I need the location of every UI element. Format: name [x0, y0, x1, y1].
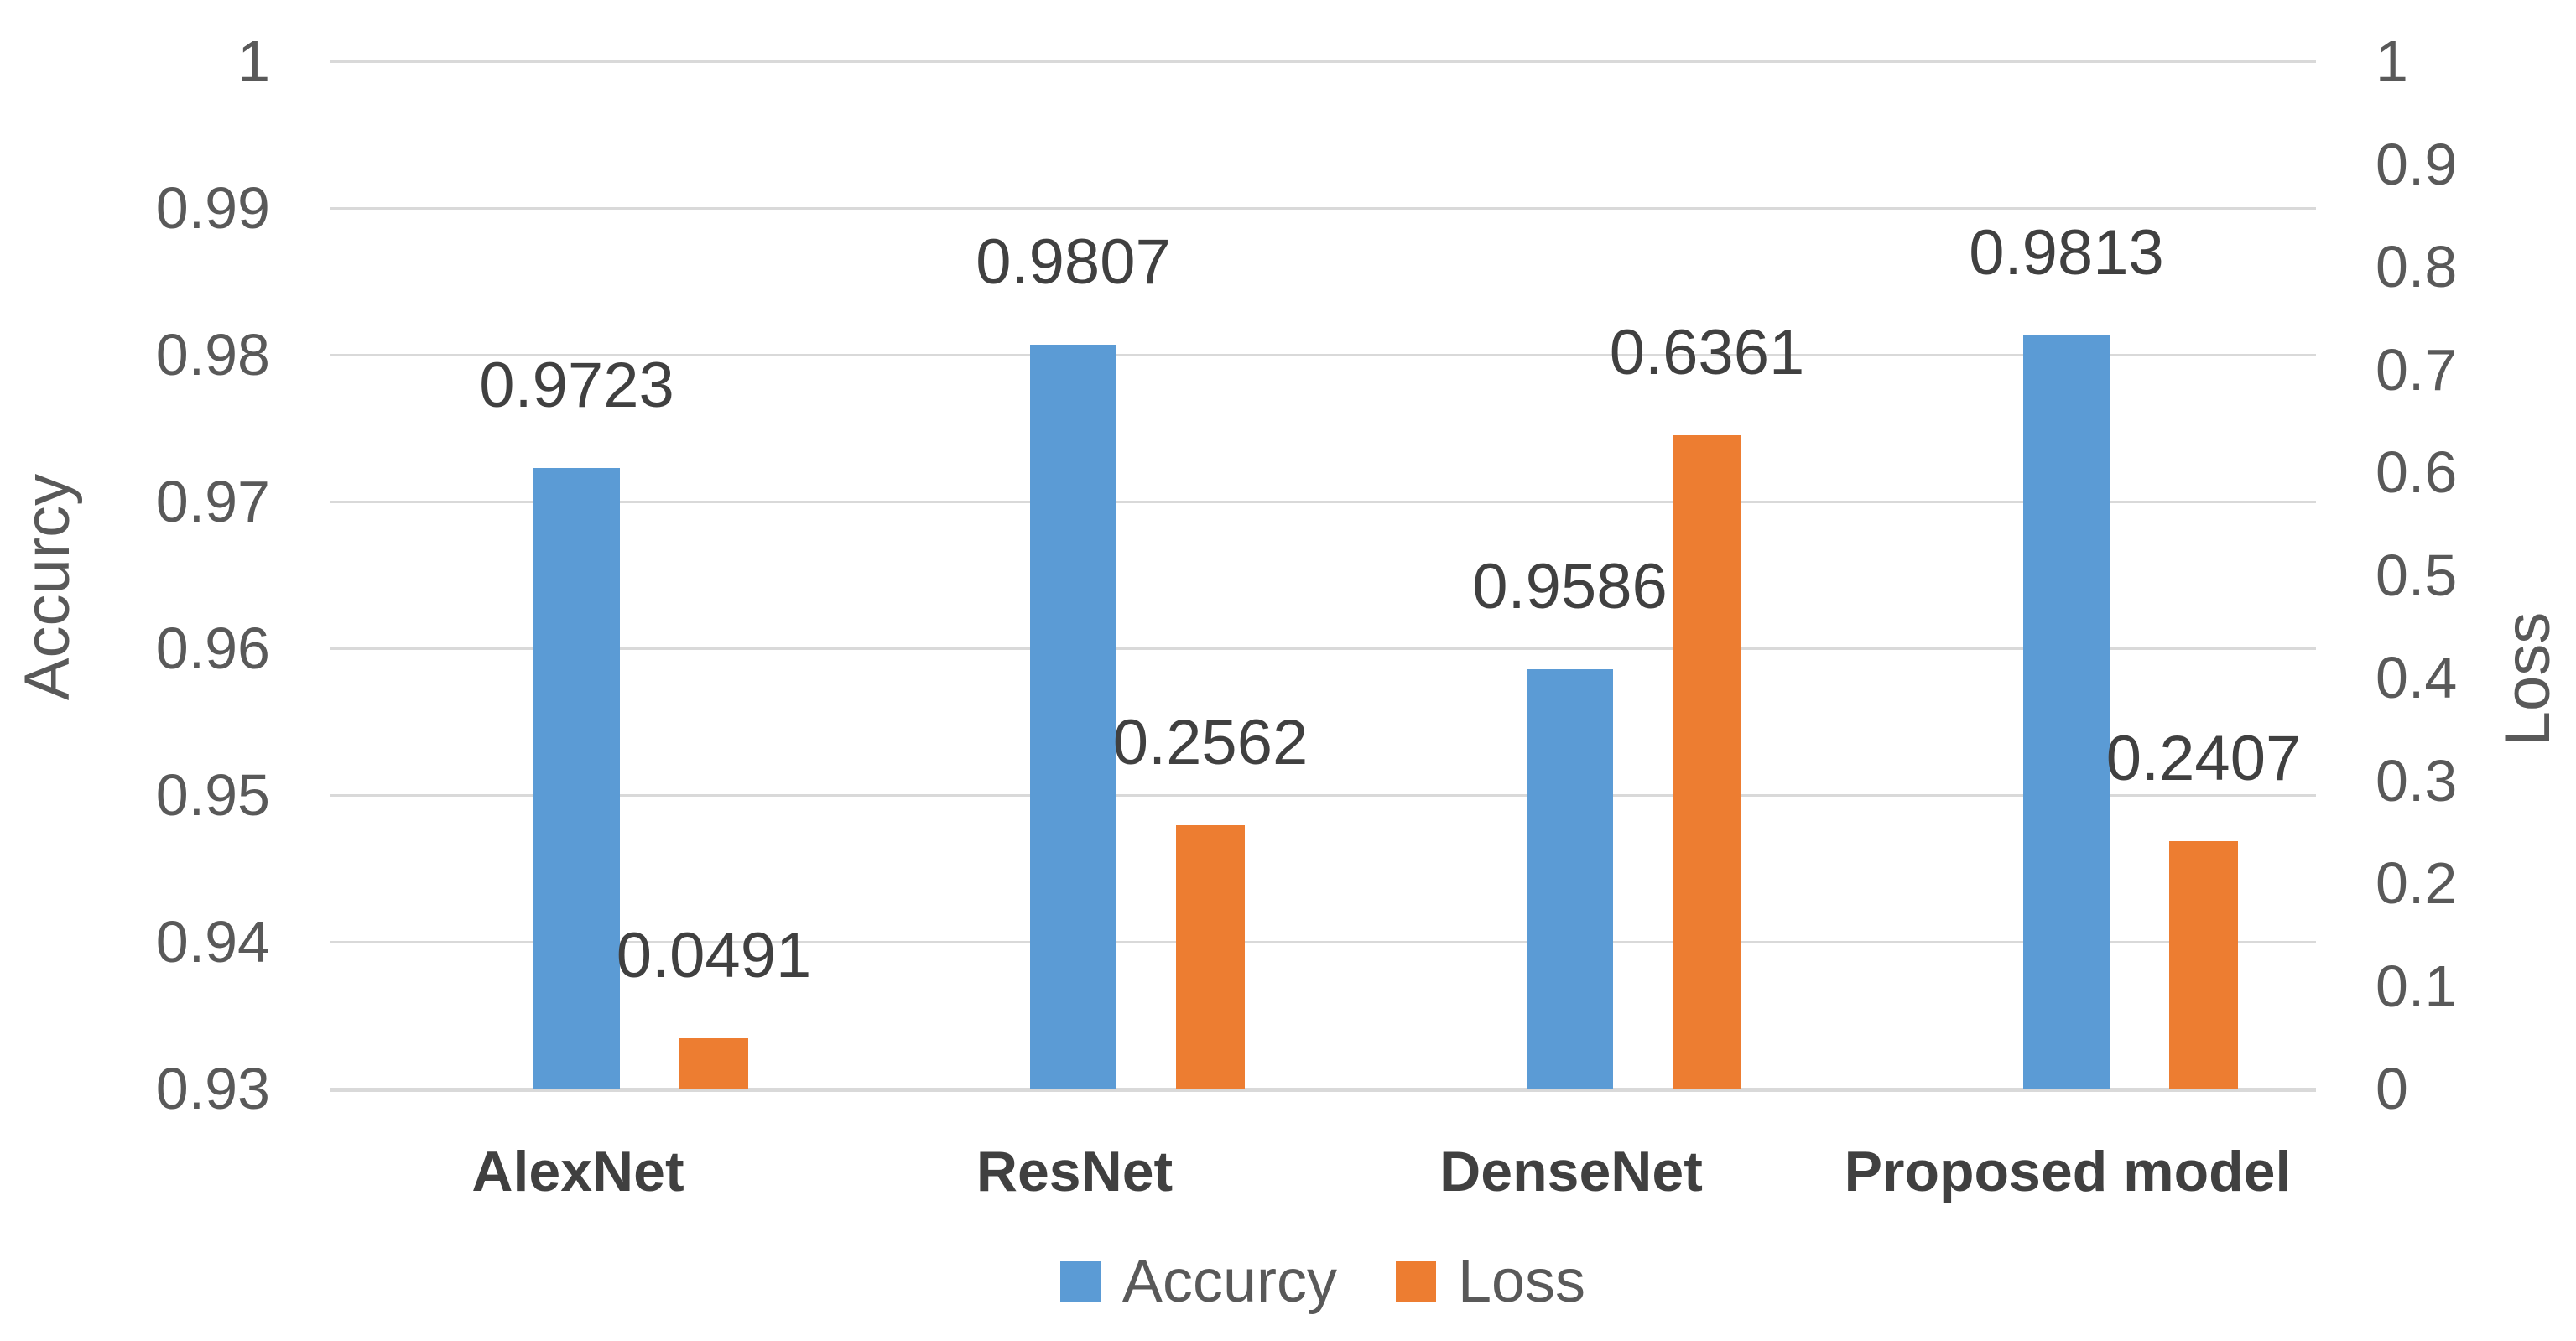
- data-label-loss-alexnet: 0.0491: [616, 919, 812, 991]
- right-axis-tick-1: 1: [2376, 29, 2408, 94]
- data-label-loss-resnet: 0.2562: [1112, 707, 1309, 779]
- category-label-densenet: DenseNet: [1439, 1140, 1703, 1203]
- data-label-accurcy-proposed-model: 0.9813: [1969, 217, 2164, 289]
- gridline: [330, 647, 2316, 650]
- data-label-accurcy-densenet: 0.9586: [1472, 550, 1668, 622]
- legend-label-accurcy: Accurcy: [1121, 1248, 1337, 1315]
- right-axis-tick-0-7: 0.7: [2376, 336, 2458, 403]
- right-axis-tick-0-2: 0.2: [2376, 850, 2458, 916]
- left-axis-tick-0-94: 0.94: [155, 909, 270, 975]
- left-axis-tick-0-99: 0.99: [155, 175, 270, 241]
- legend-item-accurcy: Accurcy: [1059, 1248, 1337, 1315]
- data-label-loss-proposed-model: 0.2407: [2105, 723, 2302, 795]
- bar-loss-densenet: [1673, 434, 1741, 1089]
- bar-accurcy-alexnet: [533, 467, 620, 1089]
- category-label-proposed-model: Proposed model: [1844, 1140, 2292, 1203]
- gridline: [330, 354, 2316, 356]
- legend-label-loss: Loss: [1457, 1248, 1586, 1315]
- right-axis-tick-0-1: 0.1: [2376, 953, 2458, 1019]
- gridline: [330, 207, 2316, 210]
- right-axis-tick-0-5: 0.5: [2376, 542, 2458, 608]
- legend-swatch-accurcy: [1059, 1261, 1101, 1302]
- right-axis-tick-0: 0: [2376, 1056, 2408, 1121]
- left-axis-tick-1: 1: [237, 29, 270, 94]
- gridline: [330, 501, 2316, 503]
- gridline: [330, 794, 2316, 797]
- data-label-accurcy-alexnet: 0.9723: [479, 349, 674, 421]
- axis-baseline: [330, 1088, 2316, 1092]
- bar-loss-proposed-model: [2169, 841, 2238, 1089]
- left-axis-tick-0-95: 0.95: [155, 762, 270, 828]
- legend-swatch-loss: [1395, 1261, 1436, 1302]
- bar-accurcy-resnet: [1030, 344, 1116, 1089]
- gridline: [330, 941, 2316, 943]
- bar-accurcy-proposed-model: [2023, 335, 2110, 1089]
- left-axis-tick-0-97: 0.97: [155, 469, 270, 534]
- left-axis-title: Accurcy: [12, 473, 83, 701]
- right-axis-tick-0-3: 0.3: [2376, 747, 2458, 813]
- right-axis-tick-0-6: 0.6: [2376, 439, 2458, 505]
- right-axis-tick-0-4: 0.4: [2376, 645, 2458, 710]
- gridline: [330, 60, 2316, 63]
- data-label-loss-densenet: 0.6361: [1609, 316, 1805, 388]
- left-axis-tick-0-93: 0.93: [155, 1056, 270, 1121]
- category-label-resnet: ResNet: [976, 1140, 1174, 1203]
- left-axis-tick-0-96: 0.96: [155, 616, 270, 681]
- bar-loss-resnet: [1176, 825, 1245, 1089]
- bar-loss-alexnet: [679, 1037, 748, 1089]
- bar-accurcy-densenet: [1527, 668, 1613, 1089]
- legend-item-loss: Loss: [1395, 1248, 1586, 1315]
- chart-legend: Accurcy Loss: [330, 1251, 2316, 1312]
- right-axis-tick-0-8: 0.8: [2376, 234, 2458, 299]
- category-label-alexnet: AlexNet: [471, 1140, 684, 1203]
- left-axis-tick-0-98: 0.98: [155, 322, 270, 387]
- right-axis-title: Loss: [2492, 611, 2563, 747]
- right-axis-tick-0-9: 0.9: [2376, 131, 2458, 197]
- data-label-accurcy-resnet: 0.9807: [976, 226, 1171, 298]
